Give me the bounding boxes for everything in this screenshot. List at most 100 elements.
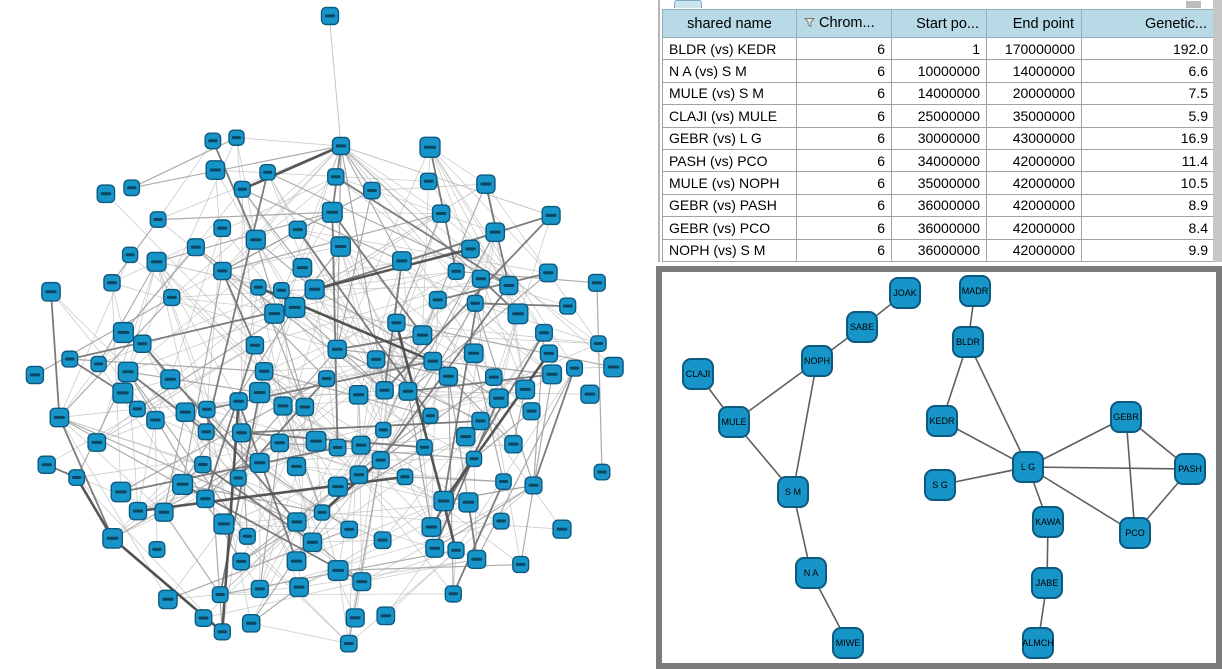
table-row[interactable]: GEBR (vs) PCO 6 36000000 42000000 8.4 xyxy=(662,216,1215,240)
graph-node[interactable] xyxy=(289,577,309,598)
graph-node[interactable] xyxy=(287,512,307,532)
graph-node[interactable]: JABE xyxy=(1031,567,1063,599)
graph-node[interactable] xyxy=(302,532,323,553)
table-cell[interactable]: 6 xyxy=(796,238,892,262)
graph-node[interactable] xyxy=(117,361,139,383)
table-row[interactable]: GEBR (vs) PASH 6 36000000 42000000 8.9 xyxy=(662,193,1215,218)
table-cell[interactable]: 192.0 xyxy=(1081,36,1215,61)
main-network-view[interactable] xyxy=(0,0,656,669)
graph-node[interactable] xyxy=(213,219,232,238)
graph-node[interactable] xyxy=(321,201,343,223)
graph-node[interactable] xyxy=(352,572,372,592)
graph-node[interactable]: N A xyxy=(795,557,827,589)
graph-node[interactable] xyxy=(340,520,359,539)
graph-node[interactable] xyxy=(229,469,247,487)
graph-node[interactable] xyxy=(196,489,215,509)
table-cell[interactable]: CLAJI (vs) MULE xyxy=(662,104,797,128)
table-cell[interactable]: 42000000 xyxy=(986,216,1082,240)
graph-edge[interactable] xyxy=(1027,466,1136,534)
graph-node[interactable] xyxy=(211,586,229,604)
graph-node[interactable] xyxy=(41,281,61,302)
graph-node[interactable] xyxy=(580,384,600,404)
table-cell[interactable]: GEBR (vs) PCO xyxy=(662,216,797,240)
table-cell[interactable]: 35000000 xyxy=(891,171,987,195)
table-cell[interactable]: 42000000 xyxy=(986,238,1082,262)
graph-node[interactable] xyxy=(154,502,174,522)
graph-node[interactable] xyxy=(327,339,347,360)
graph-edge[interactable] xyxy=(1027,466,1191,470)
graph-node[interactable] xyxy=(428,290,447,310)
table-cell[interactable]: 6 xyxy=(796,171,892,195)
graph-node[interactable] xyxy=(375,421,392,439)
graph-node[interactable] xyxy=(213,261,232,281)
graph-node[interactable] xyxy=(110,481,132,503)
scrollbar-thumb-icon[interactable] xyxy=(674,0,702,8)
table-row[interactable]: NOPH (vs) S M 6 36000000 42000000 9.9 xyxy=(662,238,1215,262)
table-cell[interactable]: GEBR (vs) L G xyxy=(662,126,797,150)
graph-node[interactable] xyxy=(250,579,269,599)
table-cell[interactable]: 6 xyxy=(796,59,892,83)
graph-node[interactable] xyxy=(373,531,392,550)
graph-node[interactable] xyxy=(194,609,213,628)
table-cell[interactable]: 36000000 xyxy=(891,193,987,218)
graph-node[interactable] xyxy=(565,359,584,377)
graph-node[interactable] xyxy=(423,351,443,371)
graph-node[interactable] xyxy=(146,410,165,430)
graph-node[interactable]: MIWE xyxy=(832,627,864,659)
table-cell[interactable]: 42000000 xyxy=(986,171,1082,195)
graph-node[interactable] xyxy=(205,160,226,181)
graph-node[interactable] xyxy=(330,236,352,257)
column-header-start-po[interactable]: Start po... xyxy=(891,9,987,38)
graph-node[interactable] xyxy=(593,463,611,481)
graph-node[interactable] xyxy=(512,555,530,574)
graph-node[interactable] xyxy=(603,356,624,378)
table-cell[interactable]: 42000000 xyxy=(986,148,1082,173)
graph-node[interactable] xyxy=(419,172,438,191)
graph-node[interactable] xyxy=(467,549,487,570)
table-right-scroll-track[interactable] xyxy=(1213,0,1222,262)
graph-node[interactable] xyxy=(313,504,331,521)
table-cell[interactable]: 8.4 xyxy=(1081,216,1215,240)
graph-node[interactable] xyxy=(425,538,445,558)
column-header-end-point[interactable]: End point xyxy=(986,9,1082,38)
table-cell[interactable]: 34000000 xyxy=(891,148,987,173)
graph-node[interactable] xyxy=(286,551,307,572)
graph-node[interactable] xyxy=(327,559,349,582)
graph-node[interactable] xyxy=(61,350,79,368)
graph-node[interactable] xyxy=(49,407,70,428)
graph-node[interactable]: KAWA xyxy=(1032,506,1064,538)
graph-node[interactable] xyxy=(522,402,541,421)
table-cell[interactable]: 11.4 xyxy=(1081,148,1215,173)
graph-node[interactable] xyxy=(172,473,194,495)
graph-node[interactable] xyxy=(328,438,347,457)
graph-node[interactable] xyxy=(272,281,290,299)
graph-node[interactable] xyxy=(320,6,340,26)
graph-edge[interactable] xyxy=(792,360,818,493)
table-row[interactable]: MULE (vs) S M 6 14000000 20000000 7.5 xyxy=(662,81,1215,106)
graph-node[interactable]: MULE xyxy=(718,406,750,438)
graph-node[interactable] xyxy=(248,381,271,404)
table-cell[interactable]: 14000000 xyxy=(986,59,1082,83)
subnetwork-view[interactable]: JOAK SABE NOPH CLAJI MULE S M N A MIWE MADR BLDR K… xyxy=(656,266,1222,669)
graph-node[interactable] xyxy=(213,513,235,535)
graph-node[interactable] xyxy=(396,468,414,486)
table-cell[interactable]: 43000000 xyxy=(986,126,1082,150)
graph-node[interactable] xyxy=(37,455,56,475)
graph-node[interactable] xyxy=(228,129,245,146)
graph-node[interactable] xyxy=(194,455,212,474)
graph-node[interactable] xyxy=(507,303,529,325)
table-horizontal-scrollbar[interactable] xyxy=(662,0,1214,9)
graph-node[interactable] xyxy=(249,452,270,473)
graph-node[interactable] xyxy=(245,336,265,355)
graph-node[interactable] xyxy=(259,163,276,181)
graph-node[interactable] xyxy=(238,527,256,545)
graph-node[interactable] xyxy=(351,435,371,455)
table-cell[interactable]: 14000000 xyxy=(891,81,987,106)
table-cell[interactable]: 1 xyxy=(891,36,987,61)
graph-node[interactable] xyxy=(241,613,261,633)
graph-node[interactable] xyxy=(488,388,509,409)
graph-node[interactable] xyxy=(197,423,215,441)
table-row[interactable]: N A (vs) S M 6 10000000 14000000 6.6 xyxy=(662,59,1215,83)
graph-node[interactable] xyxy=(163,288,181,307)
graph-edge[interactable] xyxy=(1125,416,1136,534)
